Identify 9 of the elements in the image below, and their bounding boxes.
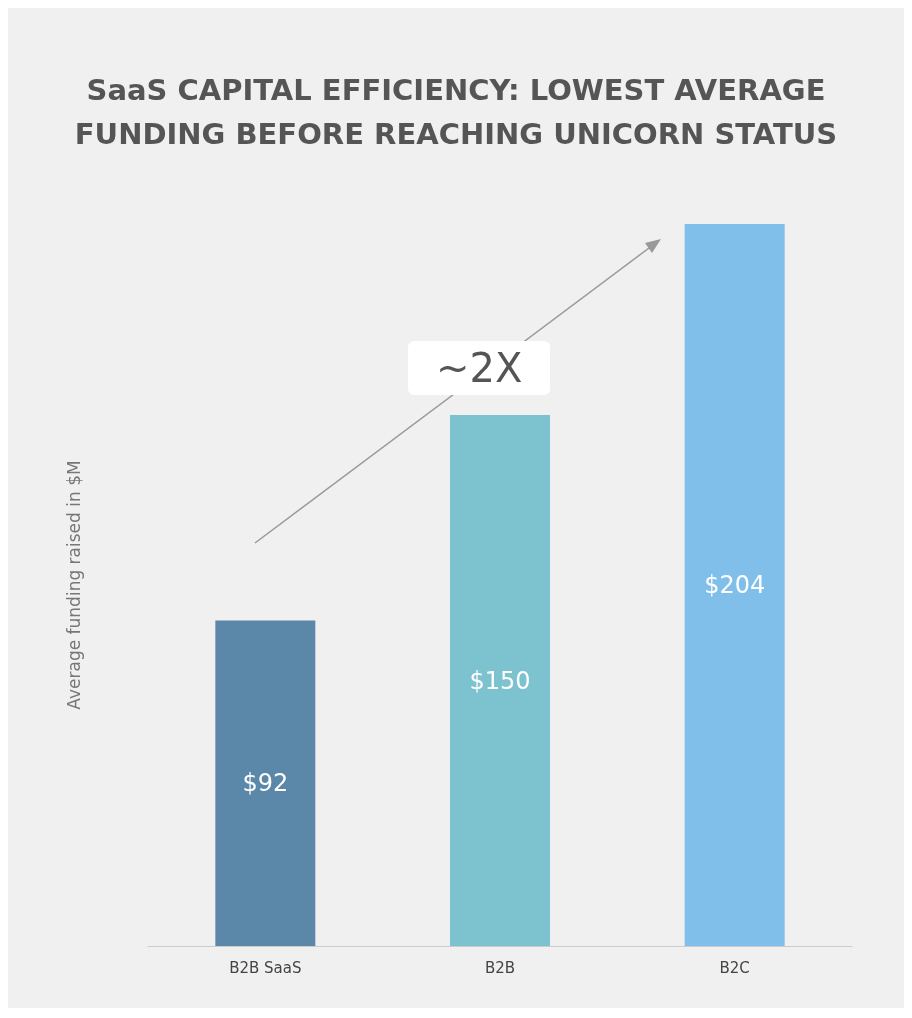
y-axis-title: Average funding raised in $M xyxy=(63,460,84,710)
x-tick-label: B2B xyxy=(484,958,516,977)
annotation: ~2X xyxy=(408,341,551,395)
x-tick-label: B2C xyxy=(719,958,750,977)
data-label: $150 xyxy=(469,666,531,695)
data-label: $204 xyxy=(704,571,766,599)
data-label: $92 xyxy=(242,769,289,798)
x-tick-label: B2B SaaS xyxy=(229,958,302,977)
chart-title: SaaS CAPITAL EFFICIENCY: LOWEST AVERAGE FUNDING BEFORE REACHING UNICORN STATUS xyxy=(74,73,838,151)
